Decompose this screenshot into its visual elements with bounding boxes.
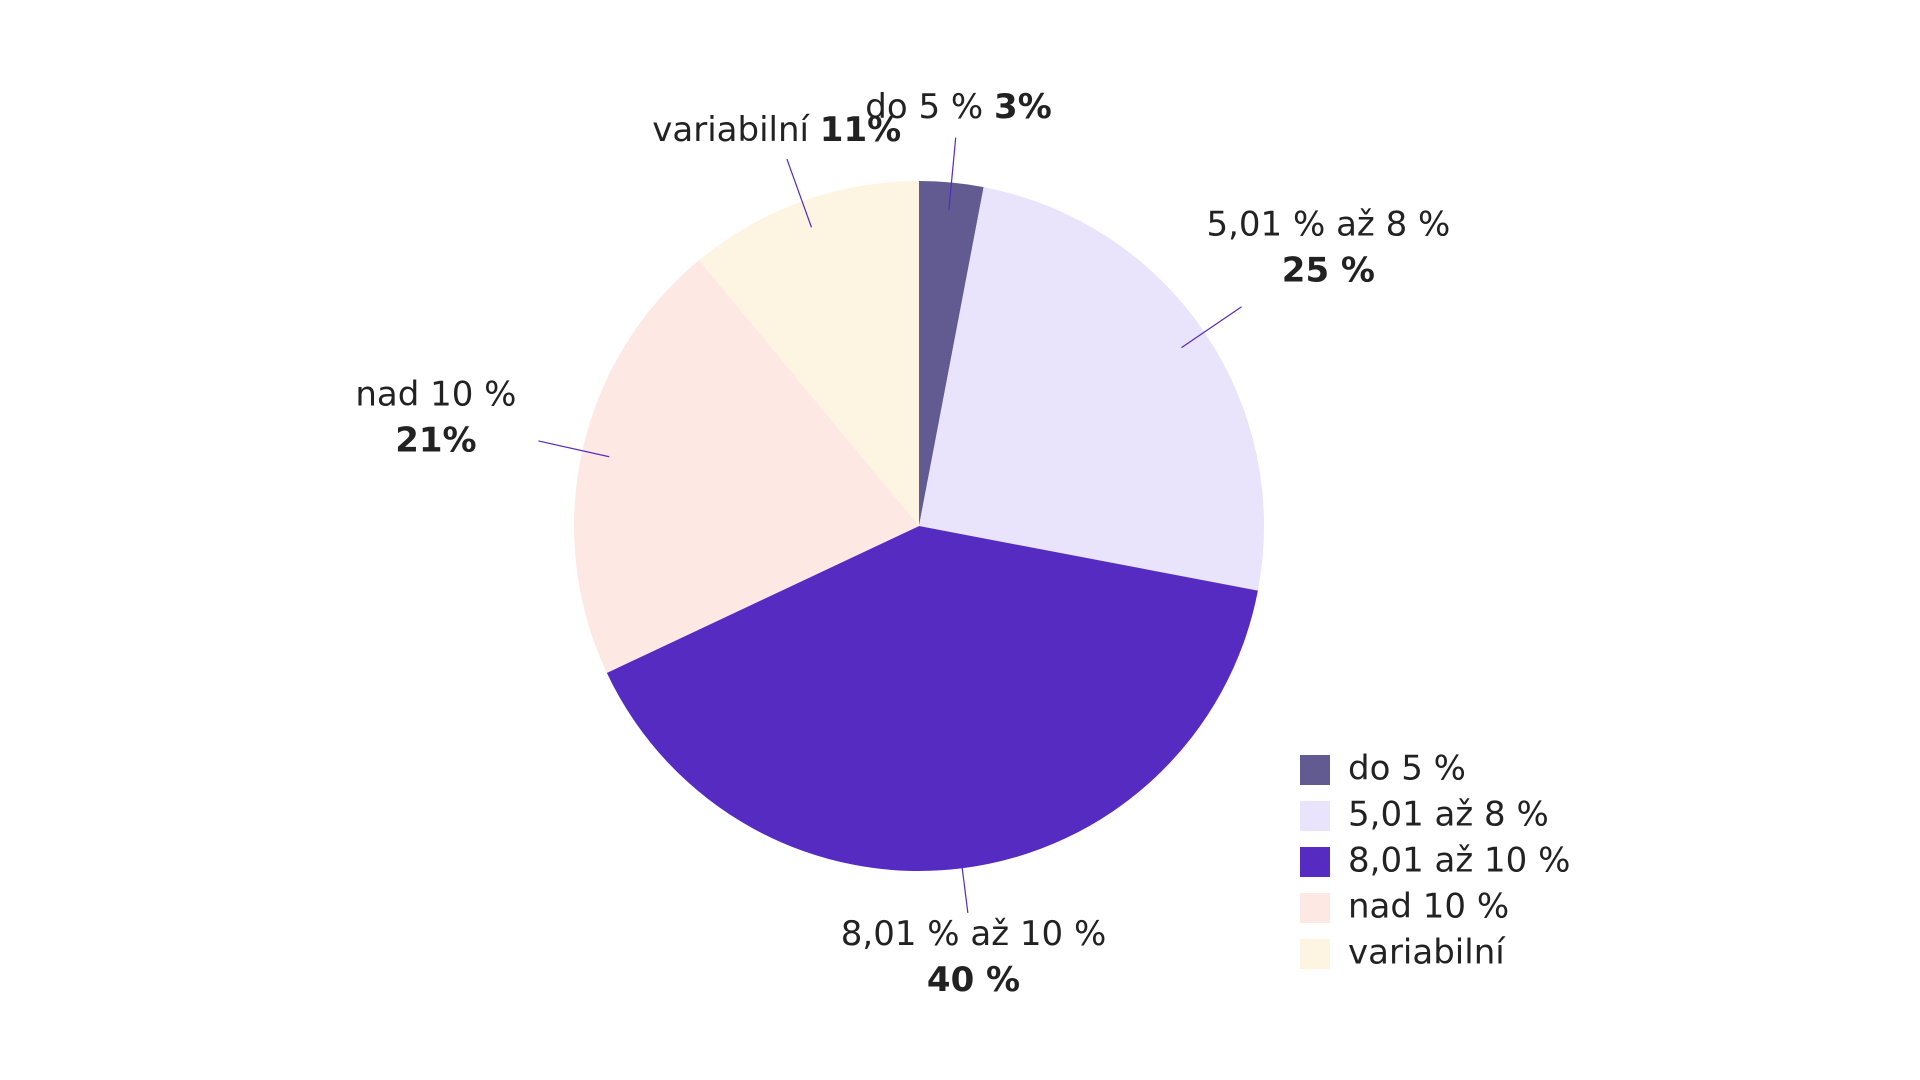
legend-swatch (1300, 755, 1330, 785)
slice-category: 5,01 % až 8 % (1206, 204, 1450, 244)
slice-category: do 5 % (865, 86, 983, 126)
legend-swatch (1300, 893, 1330, 923)
legend-label: 8,01 až 10 % (1348, 841, 1570, 881)
pie-slice (699, 181, 919, 526)
leader-line (1181, 306, 1242, 349)
leader-line (948, 137, 957, 211)
leader-line (786, 158, 813, 228)
leader-line (958, 840, 969, 913)
slice-label: do 5 % 3% (865, 86, 1051, 126)
slice-value: 11% (820, 109, 901, 149)
pie-slice (574, 260, 919, 673)
legend-label: do 5 % (1348, 749, 1466, 789)
pie-slice (606, 526, 1258, 872)
legend-swatch (1300, 801, 1330, 831)
legend-swatch (1300, 939, 1330, 969)
slice-value: 25 % (1282, 250, 1375, 290)
pie-slice (919, 181, 984, 526)
legend-label: variabilní (1348, 933, 1506, 973)
legend-swatch (1300, 847, 1330, 877)
slice-value: 40 % (927, 960, 1020, 1000)
slice-label: variabilní 11% (652, 109, 901, 149)
slice-category: 8,01 % až 10 % (841, 914, 1107, 954)
slice-value: 3% (994, 86, 1052, 126)
slice-category: variabilní (652, 109, 810, 149)
pie-slice (919, 187, 1265, 591)
slice-category: nad 10 % (355, 375, 516, 415)
leader-line (538, 440, 610, 458)
slice-value: 21% (395, 421, 476, 461)
legend-label: nad 10 % (1348, 887, 1509, 927)
legend-label: 5,01 až 8 % (1348, 795, 1549, 835)
